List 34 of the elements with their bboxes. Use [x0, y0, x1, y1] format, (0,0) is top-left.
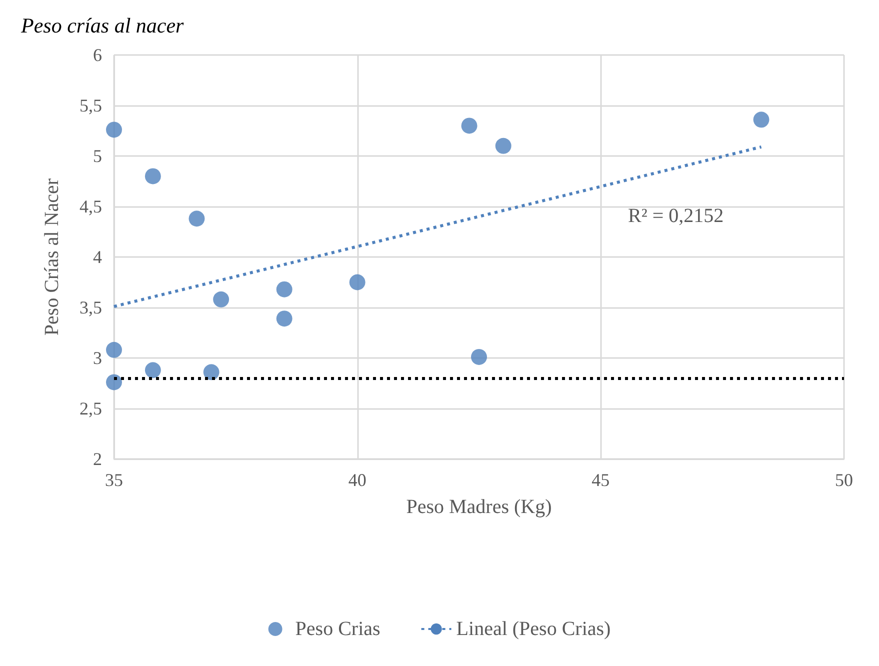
point	[276, 310, 292, 327]
legend-label: Lineal (Peso Crias)	[456, 618, 611, 640]
y-tick-label: 3	[93, 348, 102, 368]
point	[349, 274, 366, 290]
x-tick-label: 50	[835, 470, 853, 490]
x-tick-label: 45	[592, 470, 610, 490]
chart-title: Peso crías al nacer	[20, 14, 185, 38]
point	[753, 112, 770, 128]
y-tick-label: 5,5	[80, 96, 102, 116]
point	[213, 291, 230, 308]
x-tick-label: 35	[105, 470, 123, 490]
legend-label: Peso Crias	[295, 618, 381, 640]
y-tick-label: 2,5	[80, 398, 102, 418]
x-tick-label: 40	[348, 470, 366, 490]
point	[106, 374, 122, 390]
annotation: R² = 0,2152	[628, 205, 724, 227]
y-tick-label: 4	[93, 247, 102, 267]
point	[471, 348, 487, 365]
y-axis-title: Peso Crías al Nacer	[41, 178, 63, 336]
y-tick-label: 2	[93, 449, 102, 469]
point	[106, 342, 122, 358]
y-tick-label: 4,5	[80, 196, 102, 216]
point	[461, 118, 478, 134]
point	[188, 210, 205, 227]
point	[144, 168, 161, 184]
x-axis-title: Peso Madres (Kg)	[406, 496, 552, 518]
point	[276, 281, 292, 298]
point	[106, 122, 122, 138]
point	[144, 362, 161, 378]
y-tick-label: 5	[93, 146, 102, 166]
y-tick-label: 6	[93, 45, 102, 65]
y-tick-label: 3,5	[80, 298, 102, 318]
point	[495, 138, 512, 154]
point	[203, 364, 220, 380]
